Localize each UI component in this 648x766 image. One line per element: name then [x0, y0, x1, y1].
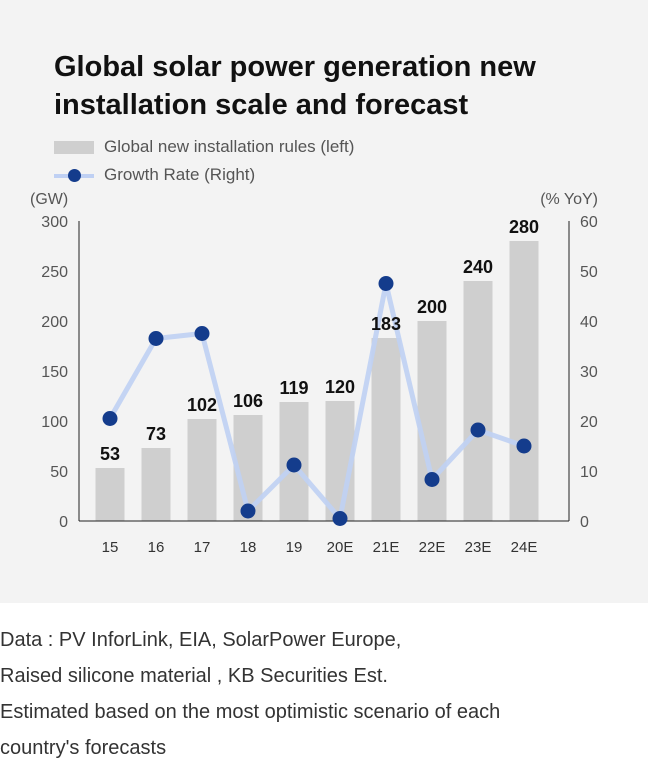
chart-title: Global solar power generation new instal… — [54, 48, 614, 124]
right-tick-0: 0 — [580, 514, 589, 531]
growth-point-24E — [516, 438, 532, 454]
legend-marker-dot — [68, 169, 81, 182]
left-tick-0: 0 — [59, 514, 68, 531]
x-tick-16: 16 — [148, 539, 165, 556]
bar-value-label-19: 119 — [279, 378, 308, 398]
source-note: Data : PV InforLink, EIA, SolarPower Eur… — [0, 622, 640, 766]
right-tick-30: 30 — [580, 364, 598, 381]
right-tick-60: 60 — [580, 214, 598, 231]
bar-value-label-15: 53 — [100, 444, 120, 464]
bar-22E — [417, 321, 447, 521]
chart-title-line-1: Global solar power generation new — [54, 51, 536, 83]
bar-value-label-20E: 120 — [325, 377, 355, 397]
bar-17 — [187, 419, 217, 521]
growth-point-16 — [148, 331, 164, 346]
x-tick-23E: 23E — [465, 539, 492, 556]
left-tick-250: 250 — [41, 264, 68, 281]
x-tick-20E: 20E — [327, 539, 354, 556]
bar-series — [95, 241, 539, 521]
x-tick-22E: 22E — [419, 539, 446, 556]
bar-value-label-21E: 183 — [371, 314, 401, 334]
source-line-1: Data : PV InforLink, EIA, SolarPower Eur… — [0, 629, 402, 651]
x-tick-24E: 24E — [511, 539, 538, 556]
growth-point-23E — [470, 422, 486, 438]
right-axis-unit: (% YoY) — [540, 191, 598, 208]
data-labels: 53 73 102 106 119 120 183 200 240 280 — [100, 217, 539, 464]
growth-line-series — [102, 276, 532, 526]
legend-label-line: Growth Rate (Right) — [104, 165, 256, 184]
growth-point-17 — [194, 326, 210, 341]
growth-point-15 — [102, 411, 118, 426]
x-tick-21E: 21E — [373, 539, 400, 556]
bar-21E — [371, 338, 401, 521]
x-tick-19: 19 — [286, 539, 303, 556]
x-tick-18: 18 — [240, 539, 257, 556]
right-tick-10: 10 — [580, 464, 598, 481]
growth-point-20E — [332, 511, 348, 526]
legend-bar-swatch — [54, 141, 94, 154]
growth-point-19 — [286, 457, 302, 473]
x-tick-15: 15 — [102, 539, 119, 556]
bar-24E — [509, 241, 539, 521]
bar-15 — [95, 468, 125, 521]
bar-value-label-18: 106 — [233, 391, 263, 411]
growth-point-21E — [378, 276, 394, 291]
combo-chart: 0 50 100 150 200 250 300 0 10 20 30 40 50 60 (GW) (% Yo… — [30, 191, 598, 556]
left-tick-200: 200 — [41, 314, 68, 331]
left-tick-100: 100 — [41, 414, 68, 431]
growth-point-18 — [240, 503, 256, 519]
left-axis-unit: (GW) — [30, 191, 68, 208]
bar-23E — [463, 281, 493, 521]
source-line-2: Raised silicone material , KB Securities… — [0, 665, 388, 687]
left-tick-300: 300 — [41, 214, 68, 231]
source-line-3: Estimated based on the most optimistic s… — [0, 701, 501, 723]
axes: 0 50 100 150 200 250 300 0 10 20 30 40 50 60 (GW) (% Yo… — [30, 191, 598, 556]
source-line-4: country's forecasts — [0, 737, 167, 759]
bar-value-label-17: 102 — [187, 395, 217, 415]
right-tick-50: 50 — [580, 264, 598, 281]
left-tick-150: 150 — [41, 364, 68, 381]
chart-title-line-2: installation scale and forecast — [54, 89, 469, 121]
bar-value-label-24E: 280 — [509, 217, 539, 237]
legend-label-bars: Global new installation rules (left) — [104, 137, 355, 156]
bar-value-label-23E: 240 — [463, 257, 493, 277]
bar-16 — [141, 448, 171, 521]
right-tick-40: 40 — [580, 314, 598, 331]
left-tick-50: 50 — [50, 464, 68, 481]
bar-value-label-16: 73 — [146, 424, 166, 444]
growth-point-22E — [424, 472, 440, 487]
growth-line — [107, 281, 527, 521]
right-tick-20: 20 — [580, 414, 598, 431]
bar-value-label-22E: 200 — [417, 297, 447, 317]
chart-panel: Global solar power generation new instal… — [0, 0, 648, 603]
x-tick-17: 17 — [194, 539, 211, 556]
